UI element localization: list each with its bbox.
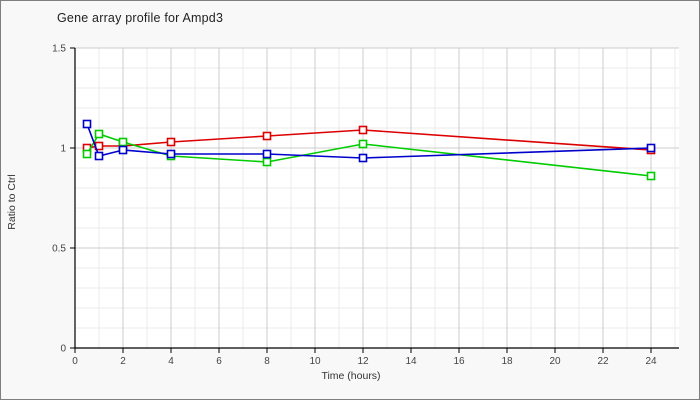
y-tick-label: 1.5 (52, 44, 66, 55)
series-blue-marker (166, 149, 176, 159)
y-tick-label: 1 (60, 144, 66, 155)
y-tick-label: 0.5 (52, 244, 66, 255)
x-tick-label: 24 (645, 356, 657, 367)
series-red-marker (358, 125, 368, 135)
x-tick-label: 22 (597, 356, 609, 367)
x-tick-label: 6 (216, 356, 222, 367)
series-green-marker (358, 139, 368, 149)
x-axis-label: Time (hours) (321, 370, 381, 382)
series-blue-marker (118, 145, 128, 155)
x-tick-label: 0 (72, 356, 78, 367)
series-blue-marker (94, 151, 104, 161)
x-tick-label: 20 (549, 356, 561, 367)
series-red-marker (262, 131, 272, 141)
x-tick-label: 18 (501, 356, 513, 367)
series-green-marker (646, 171, 656, 181)
x-tick-label: 16 (453, 356, 465, 367)
x-tick-label: 12 (357, 356, 369, 367)
x-tick-label: 14 (405, 356, 417, 367)
plot-area (75, 48, 679, 348)
series-blue-marker (358, 153, 368, 163)
series-green-marker (118, 137, 128, 147)
x-tick-label: 8 (264, 356, 270, 367)
series-green-marker (82, 149, 92, 159)
series-green-marker (262, 157, 272, 167)
series-blue-marker (82, 119, 92, 129)
x-tick-label: 4 (168, 356, 174, 367)
series-red-marker (166, 137, 176, 147)
y-tick-label: 0 (60, 344, 66, 355)
chart-title: Gene array profile for Ampd3 (57, 11, 224, 25)
series-green-marker (94, 129, 104, 139)
y-axis-label: Ratio to Ctrl (6, 174, 18, 230)
series-blue-marker (262, 149, 272, 159)
x-tick-label: 2 (120, 356, 126, 367)
series-blue-marker (646, 143, 656, 153)
x-tick-label: 10 (309, 356, 321, 367)
